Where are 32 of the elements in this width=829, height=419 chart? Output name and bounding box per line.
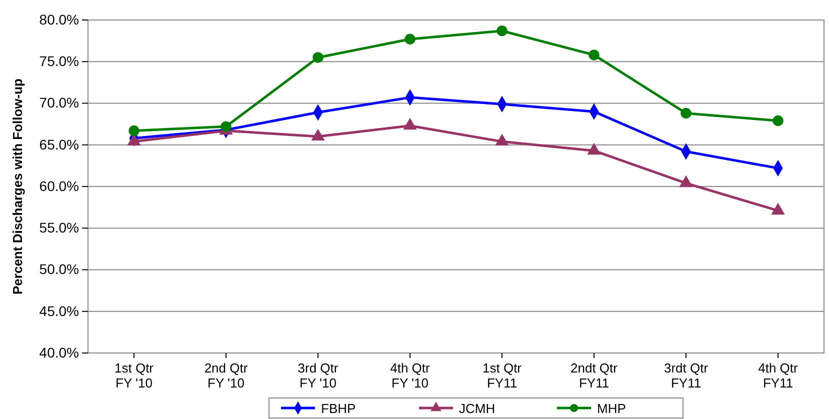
y-axis-title: Percent Discharges with Follow-up (10, 78, 25, 294)
y-tick-label: 60.0% (39, 178, 79, 194)
point (680, 108, 692, 119)
y-tick-label: 40.0% (39, 344, 79, 360)
point (772, 115, 784, 126)
y-tick-label: 55.0% (39, 220, 79, 236)
point (128, 125, 140, 136)
point (679, 175, 693, 188)
point (496, 25, 508, 36)
x-tick-label: 4th Qtr FY '10 (390, 360, 431, 391)
legend-label: JCMH (459, 401, 496, 416)
point (587, 142, 601, 155)
y-tick-label: 75.0% (39, 53, 79, 70)
x-tick-label: 1st Qtr FY11 (482, 360, 522, 391)
point (220, 121, 232, 132)
legend-label: MHP (597, 401, 626, 416)
legend-label: FBHP (321, 401, 356, 416)
point (771, 202, 785, 215)
y-tick-label: 45.0% (39, 302, 79, 319)
point (312, 52, 324, 63)
point (588, 50, 600, 60)
x-tick-label: 2ndt Qtr FY11 (570, 360, 618, 391)
y-tick-label: 50.0% (39, 261, 79, 278)
x-tick-label: 1st Qtr FY '10 (114, 360, 154, 391)
y-tick-label: 65.0% (39, 136, 79, 152)
x-tick-label: 4th Qtr FY11 (758, 360, 799, 391)
x-tick-label: 3rdt Qtr FY11 (664, 360, 709, 391)
y-tick-label: 80.0% (39, 11, 79, 28)
x-tick-label: 2nd Qtr FY '10 (204, 360, 248, 391)
point (404, 34, 416, 44)
y-tick-label: 70.0% (39, 94, 79, 111)
x-tick-label: 3rd Qtr FY '10 (298, 360, 339, 391)
